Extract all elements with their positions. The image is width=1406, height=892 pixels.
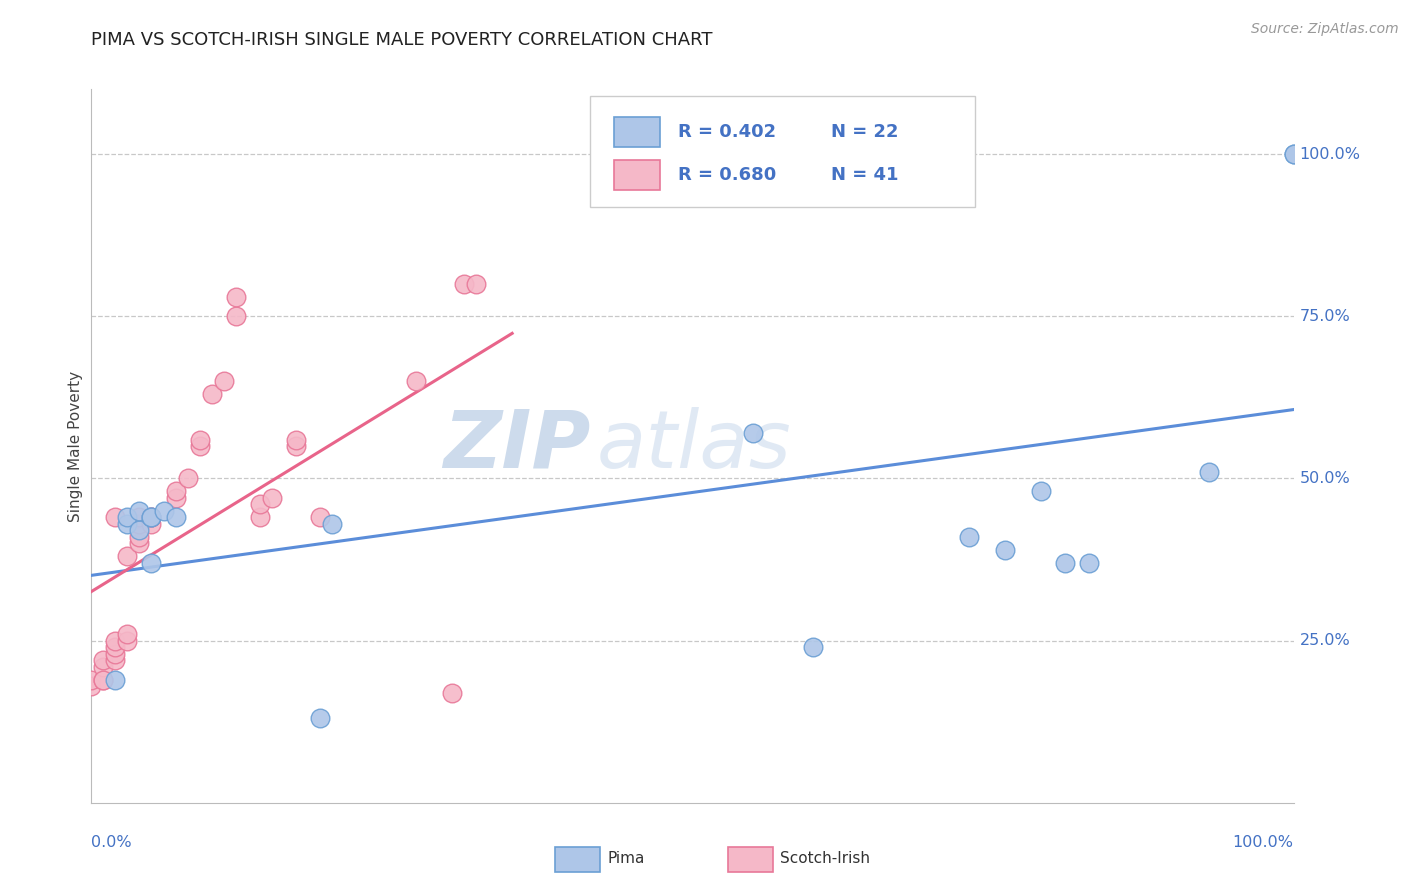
Point bbox=[128, 504, 150, 518]
Point bbox=[104, 633, 127, 648]
Text: 0.0%: 0.0% bbox=[91, 835, 132, 850]
Point bbox=[212, 374, 235, 388]
Point bbox=[1282, 147, 1305, 161]
Point bbox=[104, 673, 127, 687]
Point bbox=[284, 433, 307, 447]
Point bbox=[128, 524, 150, 538]
Point bbox=[128, 510, 150, 524]
Text: 50.0%: 50.0% bbox=[1299, 471, 1350, 486]
Point bbox=[284, 439, 307, 453]
Point bbox=[93, 673, 115, 687]
Point bbox=[104, 653, 127, 667]
Text: R = 0.402: R = 0.402 bbox=[678, 123, 776, 141]
Y-axis label: Single Male Poverty: Single Male Poverty bbox=[67, 370, 83, 522]
Point bbox=[465, 277, 488, 291]
Point bbox=[165, 491, 187, 505]
Point bbox=[117, 516, 139, 531]
Point bbox=[741, 425, 763, 440]
Point bbox=[957, 530, 980, 544]
Point bbox=[104, 640, 127, 654]
Point bbox=[225, 310, 247, 324]
Point bbox=[308, 510, 330, 524]
Point bbox=[117, 633, 139, 648]
Point bbox=[141, 516, 163, 531]
Text: Scotch-Irish: Scotch-Irish bbox=[780, 852, 870, 866]
Point bbox=[104, 647, 127, 661]
Text: 100.0%: 100.0% bbox=[1233, 835, 1294, 850]
Point bbox=[994, 542, 1017, 557]
Point bbox=[141, 556, 163, 570]
Point bbox=[440, 685, 463, 699]
Point bbox=[249, 510, 271, 524]
Point bbox=[104, 510, 127, 524]
Point bbox=[117, 549, 139, 564]
Point bbox=[1029, 484, 1052, 499]
Text: Source: ZipAtlas.com: Source: ZipAtlas.com bbox=[1251, 22, 1399, 37]
Text: ZIP: ZIP bbox=[443, 407, 591, 485]
Point bbox=[93, 673, 115, 687]
FancyBboxPatch shape bbox=[614, 160, 659, 190]
Point bbox=[176, 471, 198, 485]
Point bbox=[93, 659, 115, 673]
Point bbox=[188, 439, 211, 453]
Point bbox=[152, 504, 174, 518]
Point bbox=[1078, 556, 1101, 570]
Point bbox=[886, 147, 908, 161]
Point bbox=[141, 510, 163, 524]
Text: N = 22: N = 22 bbox=[831, 123, 898, 141]
Text: Pima: Pima bbox=[607, 852, 645, 866]
Point bbox=[165, 510, 187, 524]
Point bbox=[249, 497, 271, 511]
Point bbox=[117, 510, 139, 524]
Point bbox=[453, 277, 475, 291]
Point bbox=[260, 491, 283, 505]
Text: N = 41: N = 41 bbox=[831, 166, 898, 184]
Text: 75.0%: 75.0% bbox=[1299, 309, 1350, 324]
Point bbox=[117, 627, 139, 641]
FancyBboxPatch shape bbox=[591, 96, 974, 207]
Point bbox=[141, 510, 163, 524]
Point bbox=[308, 711, 330, 725]
Text: R = 0.680: R = 0.680 bbox=[678, 166, 776, 184]
Point bbox=[1198, 465, 1220, 479]
Point bbox=[80, 679, 103, 693]
Point bbox=[128, 536, 150, 550]
Point bbox=[141, 510, 163, 524]
Text: PIMA VS SCOTCH-IRISH SINGLE MALE POVERTY CORRELATION CHART: PIMA VS SCOTCH-IRISH SINGLE MALE POVERTY… bbox=[91, 31, 713, 49]
Point bbox=[801, 640, 824, 654]
Text: atlas: atlas bbox=[596, 407, 792, 485]
Text: 100.0%: 100.0% bbox=[1299, 146, 1361, 161]
Point bbox=[405, 374, 427, 388]
Point bbox=[188, 433, 211, 447]
Point bbox=[141, 510, 163, 524]
Text: 25.0%: 25.0% bbox=[1299, 633, 1350, 648]
Point bbox=[225, 290, 247, 304]
Point bbox=[80, 673, 103, 687]
Point bbox=[201, 387, 224, 401]
Point bbox=[93, 653, 115, 667]
Point bbox=[165, 484, 187, 499]
Point bbox=[1054, 556, 1077, 570]
Point bbox=[321, 516, 343, 531]
Point bbox=[1282, 147, 1305, 161]
Point bbox=[128, 516, 150, 531]
FancyBboxPatch shape bbox=[614, 117, 659, 147]
Point bbox=[128, 530, 150, 544]
